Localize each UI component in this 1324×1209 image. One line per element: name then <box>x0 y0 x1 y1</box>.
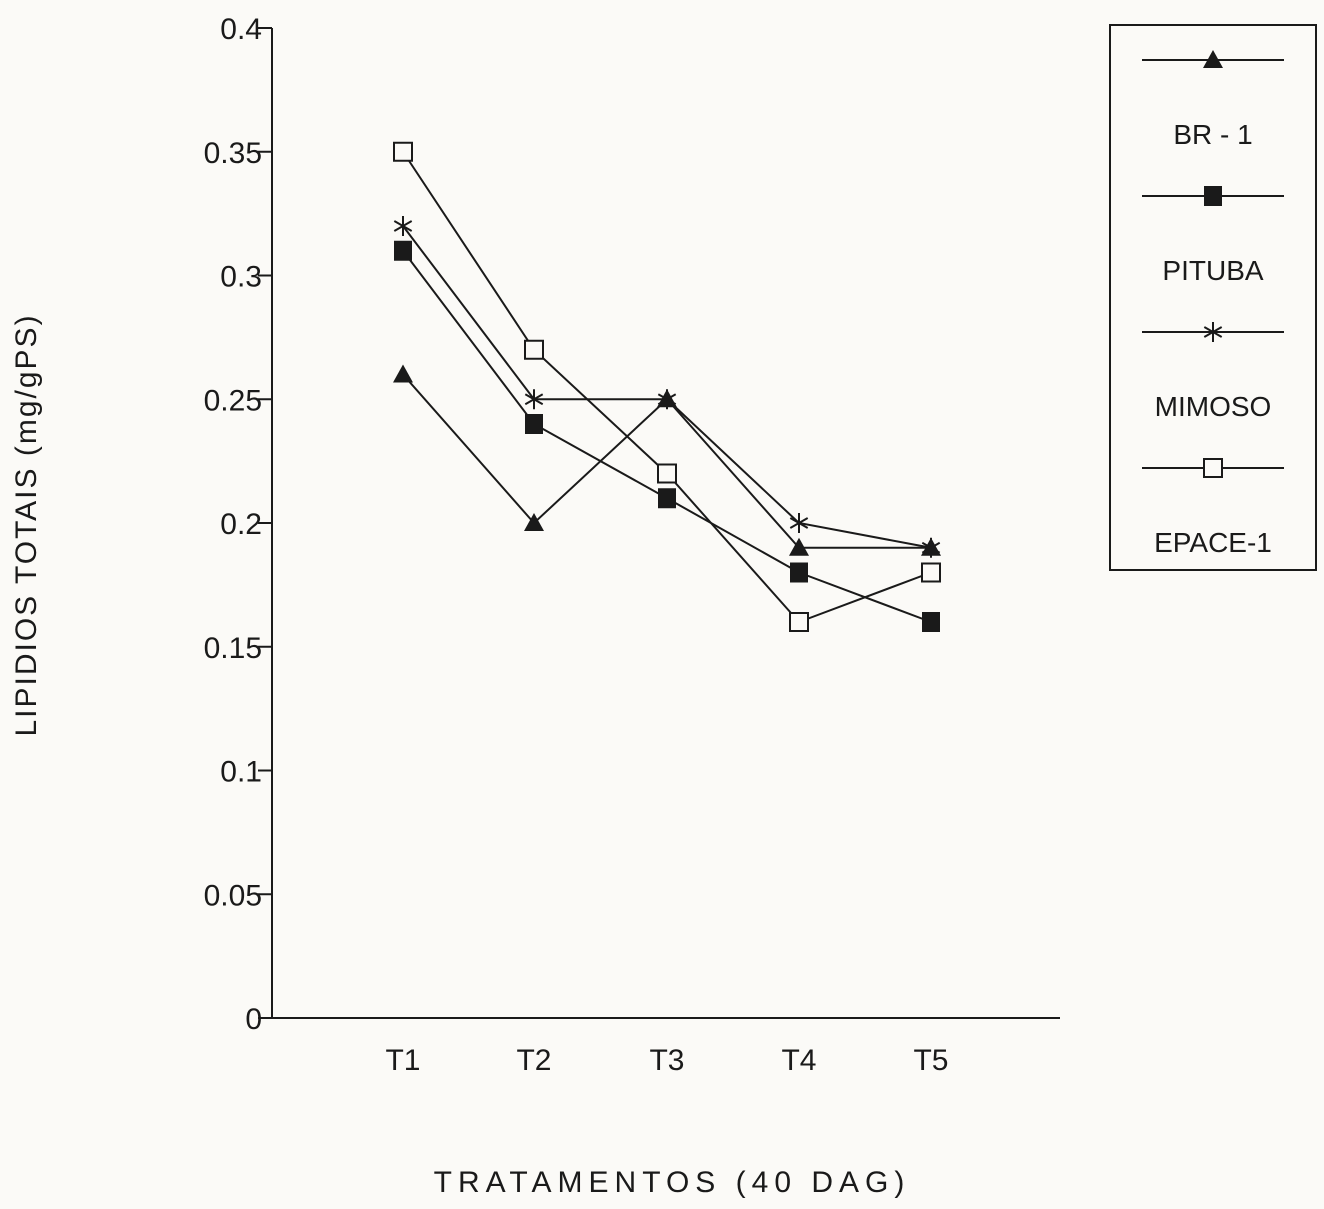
y-tick-label: 0.35 <box>204 137 262 170</box>
data-point-filled-square <box>658 488 676 509</box>
y-tick-label: 0.05 <box>204 879 262 912</box>
data-point-triangle <box>393 364 413 383</box>
legend-entry: PITUBA <box>1142 186 1284 286</box>
data-point-open-square <box>657 463 677 484</box>
asterisk-stroke <box>657 393 677 406</box>
data-point-filled-square <box>525 414 543 434</box>
y-tick-label: 0 <box>245 1003 262 1036</box>
legend-entry: MIMOSO <box>1142 322 1284 422</box>
data-point-asterisk <box>921 537 941 558</box>
data-point-filled-square <box>922 612 940 632</box>
legend-label: BR - 1 <box>1173 119 1252 150</box>
data-point-asterisk <box>524 389 544 410</box>
y-tick-label: 0.2 <box>220 508 262 541</box>
data-point-triangle <box>524 513 544 531</box>
y-ticks: 0 0.05 0.1 0.15 0.2 0.25 0.3 0.35 0.4 <box>204 13 272 1036</box>
data-point-asterisk <box>393 216 413 236</box>
y-tick-label: 0.1 <box>220 756 262 789</box>
data-point-triangle <box>1203 50 1223 68</box>
data-point-open-square <box>789 612 809 632</box>
y-tick-label: 0.15 <box>204 632 262 665</box>
data-point-filled-square <box>790 562 808 583</box>
x-axis-title: TRATAMENTOS (40 DAG) <box>434 1166 911 1199</box>
legend-label: PITUBA <box>1162 255 1263 286</box>
data-point-open-square <box>524 339 544 360</box>
y-tick-label: 0.3 <box>220 261 262 294</box>
legend-entry: EPACE-1 <box>1142 458 1284 558</box>
data-point-triangle <box>789 537 809 556</box>
series-mimoso <box>393 216 941 558</box>
x-tick-label: T1 <box>385 1044 420 1077</box>
series-line <box>402 151 932 624</box>
series-group <box>393 141 941 632</box>
data-point-open-square <box>1203 458 1223 478</box>
asterisk-stroke <box>393 220 413 232</box>
data-point-asterisk <box>789 513 809 533</box>
data-point-open-square <box>393 141 413 162</box>
asterisk-stroke <box>789 517 809 529</box>
series-line <box>402 250 932 623</box>
y-tick-label: 0.25 <box>204 384 262 417</box>
asterisk-stroke <box>524 393 544 406</box>
asterisk-stroke <box>1203 326 1223 338</box>
legend-entry: BR - 1 <box>1142 50 1284 150</box>
x-tick-label: T4 <box>781 1044 816 1077</box>
data-point-open-square <box>921 562 941 583</box>
data-point-filled-square <box>1204 186 1222 206</box>
data-point-filled-square <box>394 240 412 261</box>
x-ticks: T1 T2 T3 T4 T5 <box>385 1044 948 1077</box>
y-tick-label: 0.4 <box>220 13 262 46</box>
asterisk-stroke <box>921 541 941 554</box>
legend-box <box>1109 24 1317 571</box>
axes <box>271 28 1060 1019</box>
x-tick-label: T3 <box>649 1044 684 1077</box>
data-point-asterisk <box>1203 322 1223 342</box>
x-tick-label: T5 <box>913 1044 948 1077</box>
legend: BR - 1 PITUBA MIMOSO EPACE-1 <box>1109 24 1317 571</box>
x-tick-label: T2 <box>516 1044 551 1077</box>
legend-label: MIMOSO <box>1155 391 1272 422</box>
series-pituba <box>394 240 940 632</box>
series-epace-1 <box>393 141 941 632</box>
data-point-asterisk <box>657 389 677 410</box>
legend-label: EPACE-1 <box>1154 527 1272 558</box>
y-axis-title: LIPIDIOS TOTAIS (mg/gPS) <box>10 313 43 736</box>
